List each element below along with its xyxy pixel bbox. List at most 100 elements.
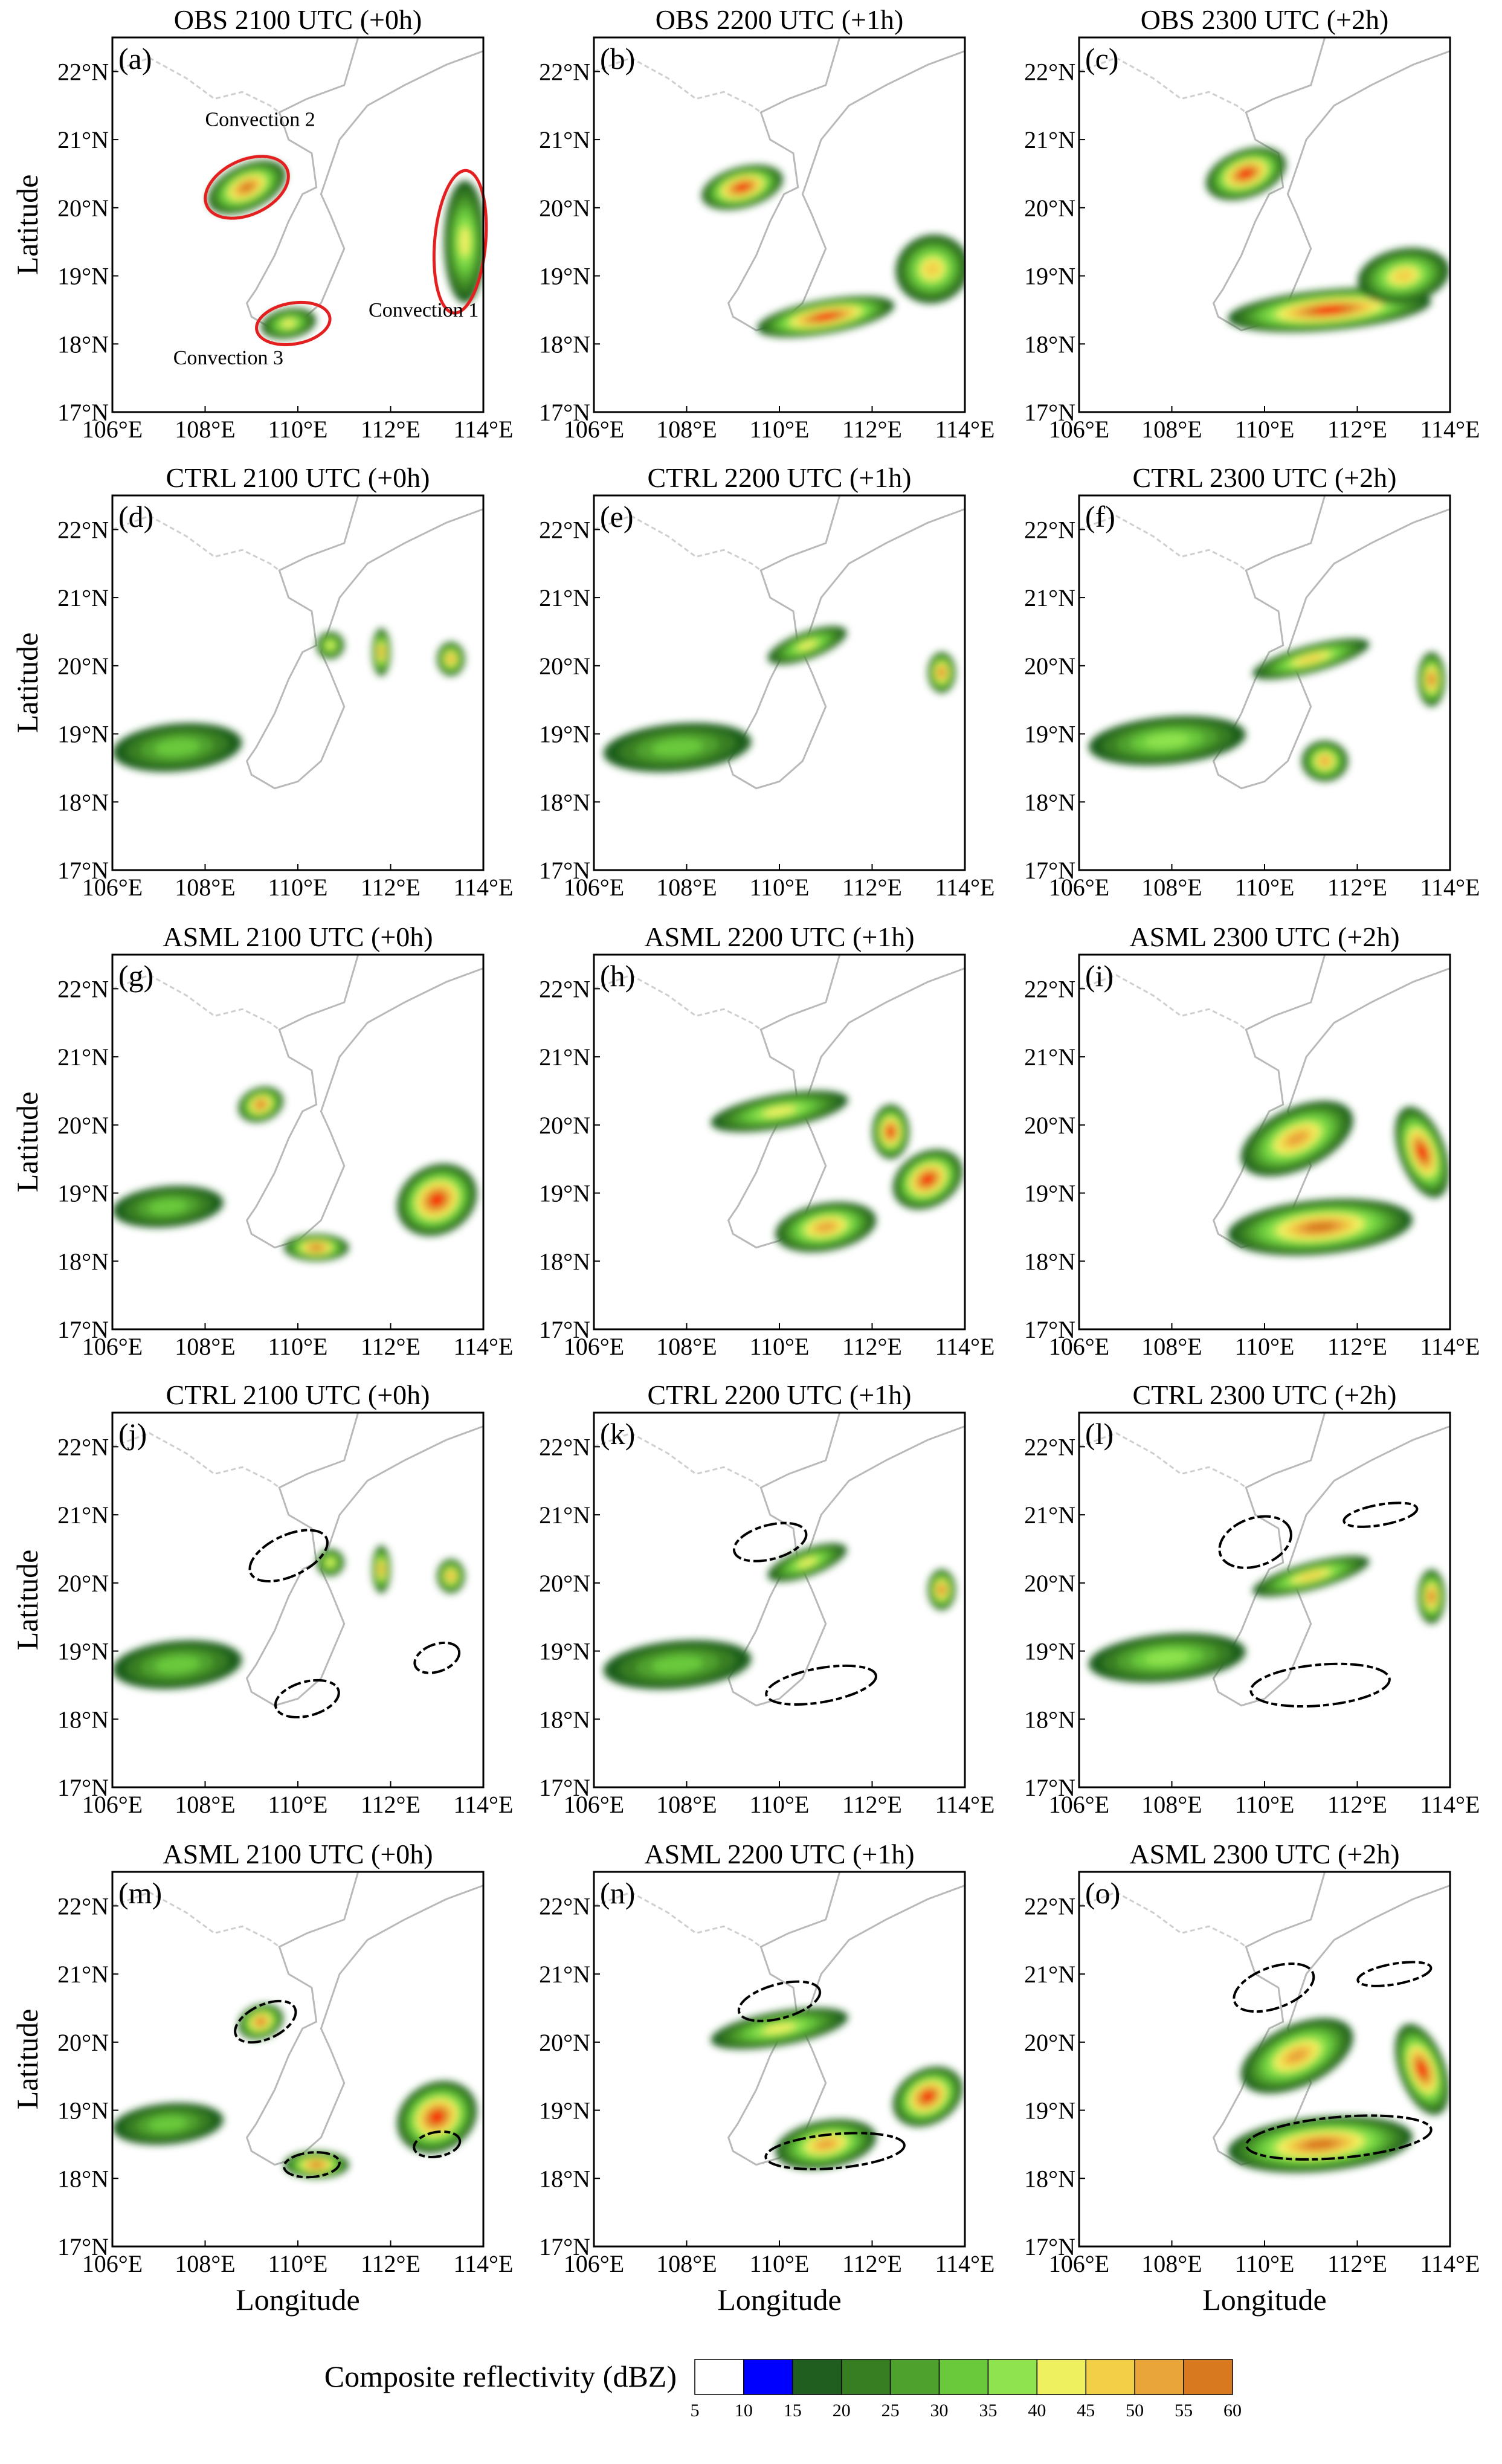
x-tick-label: 108°E [175,874,235,901]
echo-cell [892,2066,963,2127]
obs-contour [1233,1962,1315,2013]
y-tick-label: 20°N [1024,2029,1075,2056]
x-tick-label: 112°E [361,416,421,443]
map-content [112,37,483,340]
x-tick-label: 112°E [361,1791,421,1818]
y-tick-label: 18°N [1024,789,1075,816]
y-tick-label: 19°N [57,721,109,748]
obs-contour [248,1529,329,1583]
y-tick-label: 18°N [1024,1706,1075,1733]
x-tick-label: 114°E [1420,2250,1480,2277]
border-line [1079,57,1247,114]
echo-cell [603,1640,752,1689]
echo-cell [316,631,344,659]
echo-layer [112,1545,465,1689]
colorbar-segment [889,2359,940,2395]
x-tick-label: 106°E [1049,416,1109,443]
y-tick-label: 20°N [539,2029,590,2056]
map-content [1079,955,1450,1256]
echo-cell [1252,1555,1370,1597]
obs-contour [764,2132,906,2170]
echo-level [1418,2062,1426,2077]
y-tick-label: 19°N [57,263,109,290]
y-tick-label: 21°N [57,1961,109,1988]
x-tick-label: 114°E [454,2250,514,2277]
x-tick-label: 112°E [842,416,902,443]
x-tick-label: 112°E [842,2250,902,2277]
y-axis-label: Latitude [10,1092,44,1193]
y-tick-label: 17°N [539,2233,590,2260]
x-tick-label: 108°E [1141,416,1202,443]
echo-cell [443,180,483,303]
x-tick-label: 114°E [1420,416,1480,443]
y-tick-label: 17°N [539,1774,590,1801]
echo-cell [711,2008,848,2050]
echo-level [1304,1222,1336,1232]
x-tick-label: 114°E [454,1791,514,1818]
coastline [245,955,483,1249]
y-axis-label: Latitude [10,2009,44,2110]
x-tick-label: 106°E [82,874,143,901]
coastline [245,1413,483,1707]
map-panel: CTRL 2200 UTC (+1h) (e) 17°N 18°N 19°N 20°N 21… [539,462,994,901]
echo-cell [775,1202,877,1253]
echo-level [459,227,470,257]
map-panel: Convection 2 Convection 1 Convection 3 OBS … [10,4,513,443]
y-tick-label: 21°N [1024,1961,1075,1988]
map-panel: CTRL 2100 UTC (+0h) (d) 17°N 18°N 19°N 20°N 21… [10,462,513,901]
x-tick-label: 108°E [175,1791,235,1818]
obs-contour [283,2151,341,2179]
colorbar-title: Composite reflectivity (dBZ) [324,2359,677,2393]
border-line [112,974,280,1031]
y-tick-label: 18°N [57,1248,109,1275]
x-tick-label: 110°E [268,1333,328,1360]
map-background [1079,1413,1450,1787]
panel-label: (g) [118,959,153,993]
x-tick-label: 106°E [82,1333,143,1360]
x-tick-label: 114°E [1420,1791,1480,1818]
y-tick-label: 19°N [57,1180,109,1207]
y-tick-label: 21°N [57,1043,109,1071]
echo-cell [397,1164,477,1236]
obs-contour [1342,1501,1419,1528]
y-tick-label: 18°N [1024,1248,1075,1275]
colorbar-tick-label: 55 [1175,2401,1193,2420]
colorbar-segment [1134,2359,1184,2395]
map-content [112,1872,483,2179]
echo-cell [872,1105,909,1159]
echo-cell [208,160,286,214]
border-line [1079,515,1247,572]
y-tick-label: 22°N [57,1892,109,1920]
colorbar: 5 10 15 20 25 30 35 40 45 50 55 60 Composite reflect… [324,2359,1242,2420]
x-tick-label: 112°E [842,874,902,901]
colorbar-tick-label: 25 [882,2401,900,2420]
echo-level [816,1222,836,1232]
echo-cell [112,1185,224,1228]
panel-title: ASML 2300 UTC (+2h) [1129,921,1399,952]
y-tick-label: 20°N [1024,1570,1075,1597]
echo-level [311,1245,322,1250]
y-tick-label: 20°N [539,653,590,680]
echo-cell [1417,652,1446,707]
panel-title: OBS 2100 UTC (+0h) [174,4,422,35]
echo-cell [372,628,391,676]
coastline [727,495,965,790]
y-tick-label: 19°N [539,1180,590,1207]
echo-level [1240,169,1252,178]
echo-level [257,2019,265,2025]
x-tick-label: 114°E [935,1791,995,1818]
coastline [245,37,483,332]
echo-level [155,1656,200,1674]
obs-contour [234,1999,297,2044]
x-tick-label: 114°E [454,874,514,901]
colorbar-tick-label: 60 [1223,2401,1242,2420]
echo-level [379,647,384,657]
map-content [1079,1413,1450,1708]
y-tick-label: 21°N [1024,1043,1075,1071]
x-tick-label: 112°E [842,1333,902,1360]
echo-cell [1394,2024,1449,2115]
convection-outline [255,300,332,346]
y-tick-label: 19°N [1024,2097,1075,2124]
echo-cell [372,1545,391,1593]
y-tick-label: 19°N [1024,1180,1075,1207]
